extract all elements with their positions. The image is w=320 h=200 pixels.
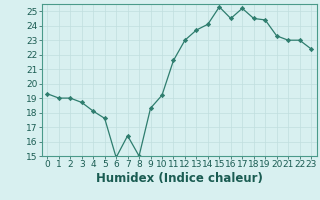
X-axis label: Humidex (Indice chaleur): Humidex (Indice chaleur) [96,172,263,185]
